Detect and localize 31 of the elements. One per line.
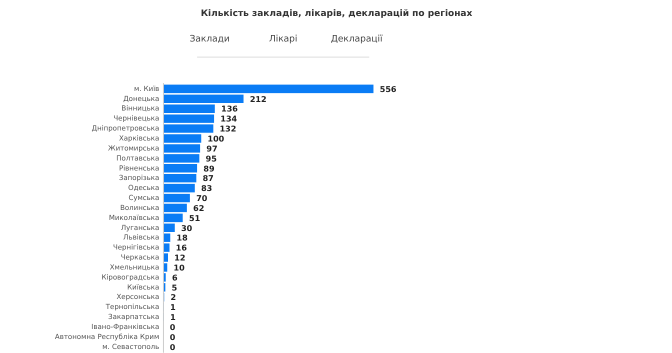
data-label: 1	[170, 313, 176, 322]
data-label: 132	[220, 124, 236, 134]
data-label: 70	[196, 194, 208, 204]
data-label: 556	[380, 84, 397, 94]
text: Заклади	[190, 34, 230, 45]
data-label: 0	[170, 323, 176, 332]
data-label: 89	[203, 164, 215, 174]
data-label: 134	[220, 114, 238, 124]
data-label: 136	[221, 104, 238, 114]
data-label: 97	[206, 144, 218, 154]
data-label: 16	[176, 244, 188, 253]
data-label: 18	[176, 234, 188, 243]
data-label: 2	[170, 293, 176, 302]
data-label: 0	[170, 342, 176, 352]
text: Декларації	[330, 34, 383, 45]
data-label: 0	[170, 332, 176, 342]
data-label: 83	[201, 184, 212, 194]
data-label: 10	[174, 263, 186, 272]
data-label: 1	[170, 303, 176, 312]
data-label: 100	[208, 134, 225, 144]
data-label: 51	[189, 214, 201, 223]
data-label: 212	[250, 94, 267, 104]
data-label: 30	[181, 224, 193, 233]
data-label: 6	[172, 273, 178, 282]
data-label: 95	[206, 154, 218, 164]
data-label: 5	[172, 283, 178, 292]
text: Лікарі	[268, 34, 298, 45]
data-label: 12	[174, 254, 186, 263]
data-label: 87	[202, 174, 214, 184]
data-label: 62	[193, 204, 204, 213]
chart-title: Кількість закладів, лікарів, декларацій по регіонах	[200, 8, 472, 19]
